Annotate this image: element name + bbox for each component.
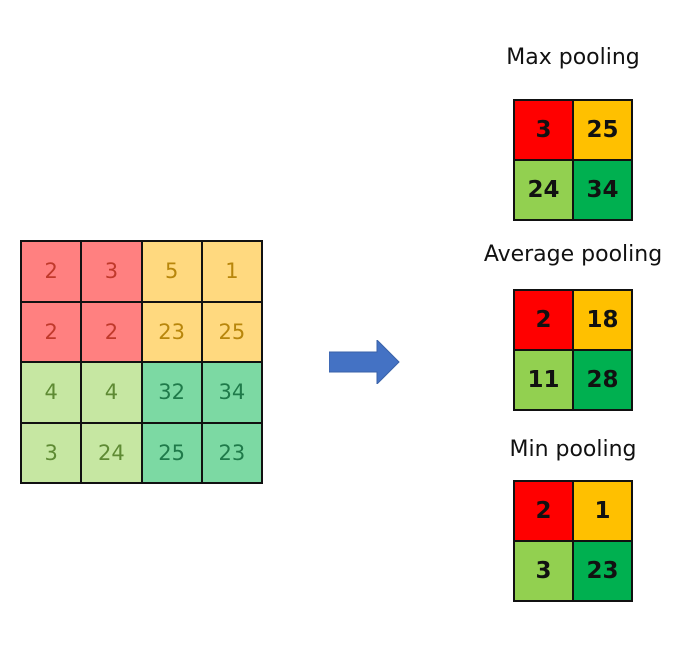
input-cell: 5 [141,241,202,302]
output-cell: 2 [514,290,573,350]
output-cell: 1 [573,481,632,541]
input-cell: 4 [81,362,142,423]
input-cell: 2 [81,301,142,362]
min-pooling-matrix: 2 1 3 23 [513,480,633,602]
output-cell: 24 [514,160,573,220]
output-cell: 2 [514,481,573,541]
output-cell: 3 [514,100,573,160]
input-cell: 3 [81,241,142,302]
input-cell: 23 [201,422,262,483]
input-cell: 25 [201,301,262,362]
right-arrow-icon [329,340,400,384]
output-cell: 11 [514,350,573,410]
input-cell: 25 [141,422,202,483]
input-cell: 1 [201,241,262,302]
output-cell: 25 [573,100,632,160]
average-pooling-matrix: 2 18 11 28 [513,289,633,411]
output-cell: 23 [573,541,632,601]
output-cell: 3 [514,541,573,601]
input-cell: 2 [21,301,82,362]
input-cell: 32 [141,362,202,423]
input-cell: 23 [141,301,202,362]
output-cell: 18 [573,290,632,350]
input-matrix: 2 3 5 1 2 2 23 25 4 4 32 34 3 24 25 23 [20,240,263,484]
input-cell: 34 [201,362,262,423]
min-pooling-title: Min pooling [509,437,637,462]
average-pooling-title: Average pooling [483,242,663,267]
input-cell: 3 [21,422,82,483]
max-pooling-title: Max pooling [506,45,640,70]
input-cell: 24 [81,422,142,483]
max-pooling-matrix: 3 25 24 34 [513,99,633,221]
input-cell: 4 [21,362,82,423]
output-cell: 28 [573,350,632,410]
input-cell: 2 [21,241,82,302]
output-cell: 34 [573,160,632,220]
